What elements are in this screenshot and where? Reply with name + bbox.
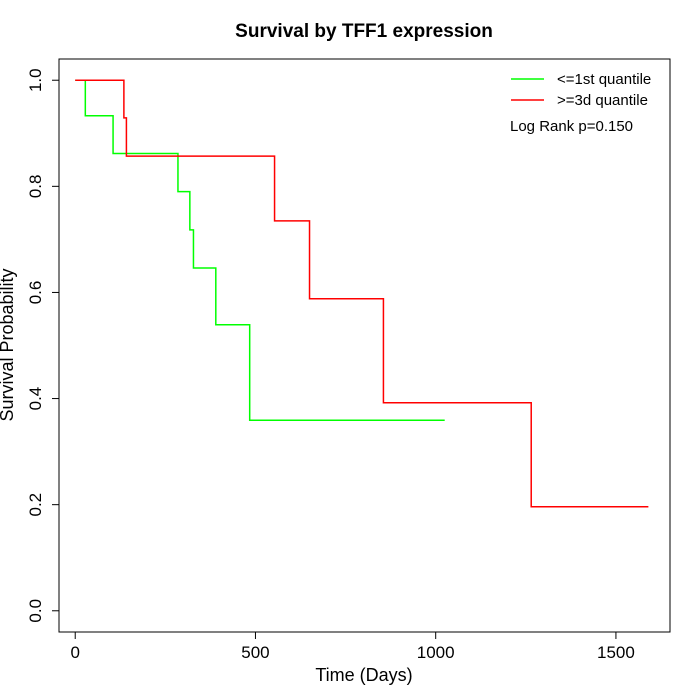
y-axis-label: Survival Probability xyxy=(0,268,17,421)
legend-label-1: >=3d quantile xyxy=(557,92,648,109)
plot-frame xyxy=(58,58,671,633)
y-tick-label: 0.8 xyxy=(26,175,45,199)
legend-label-0: <=1st quantile xyxy=(557,71,651,88)
y-tick-label: 0.4 xyxy=(26,387,45,411)
x-axis-label: Time (Days) xyxy=(315,665,412,685)
y-tick-label: 0.0 xyxy=(26,599,45,623)
x-tick-label: 0 xyxy=(70,643,79,662)
y-axis: 0.0 0.2 0.4 0.6 0.8 1.0 xyxy=(26,68,60,623)
y-tick-label: 1.0 xyxy=(26,68,45,92)
y-tick-label: 0.2 xyxy=(26,493,45,517)
chart-title: Survival by TFF1 expression xyxy=(235,21,493,42)
series-line-1 xyxy=(75,79,649,508)
x-tick-label: 500 xyxy=(241,643,269,662)
series-layer xyxy=(75,79,649,508)
log-rank-annotation: Log Rank p=0.150 xyxy=(510,118,633,135)
series-line-0 xyxy=(75,79,445,422)
x-tick-label: 1000 xyxy=(417,643,455,662)
legend: <=1st quantile >=3d quantile xyxy=(511,71,651,109)
x-axis: 0 500 1000 1500 xyxy=(70,631,635,662)
y-tick-label: 0.6 xyxy=(26,281,45,305)
x-tick-label: 1500 xyxy=(597,643,635,662)
